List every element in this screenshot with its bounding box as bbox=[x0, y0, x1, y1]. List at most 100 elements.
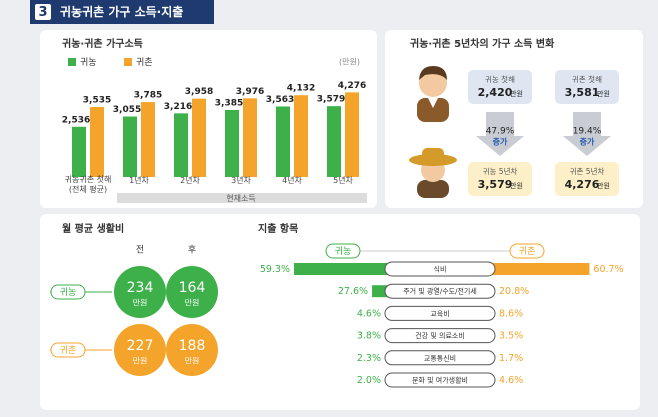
header-title: 귀농귀촌 가구 소득·지출 bbox=[60, 4, 183, 19]
bar bbox=[90, 107, 104, 177]
cost-unit: 만원 bbox=[185, 299, 200, 308]
value-label: 2.3% bbox=[357, 353, 381, 364]
value-label: 8.6% bbox=[499, 308, 523, 319]
category-box bbox=[384, 305, 496, 321]
value-label: 3,958 bbox=[185, 87, 213, 97]
category-label: 교육비 bbox=[430, 309, 449, 318]
value-label: 4,276 bbox=[338, 81, 366, 91]
value-label: 3.8% bbox=[357, 331, 381, 342]
income-box bbox=[555, 70, 619, 104]
bar bbox=[243, 98, 257, 177]
value-label: 3,579 bbox=[317, 95, 345, 105]
x-tick-label: 귀농귀촌 첫해 (전체 평균) bbox=[64, 175, 112, 194]
value-label: 4,132 bbox=[287, 84, 315, 94]
chart-title: 지출 항목 bbox=[258, 222, 298, 235]
change-rate: 47.9% bbox=[486, 127, 515, 137]
income-box bbox=[468, 162, 532, 196]
bar bbox=[294, 95, 308, 177]
income-unit: 만원 bbox=[510, 89, 523, 98]
change-note: 증가 bbox=[493, 137, 508, 147]
value-label: 2,536 bbox=[62, 115, 90, 125]
value-circle bbox=[166, 266, 218, 318]
row-label: 귀촌 bbox=[60, 345, 77, 356]
category-box bbox=[384, 350, 496, 366]
bar bbox=[174, 113, 188, 177]
value-circle bbox=[166, 324, 218, 376]
bar bbox=[72, 126, 86, 177]
value-label: 3,563 bbox=[266, 95, 294, 105]
section-title: 월 평균 생활비 bbox=[62, 222, 124, 235]
value-label: 20.8% bbox=[499, 286, 529, 297]
column-header: 전 bbox=[136, 245, 144, 256]
income-amount: 3,579 bbox=[478, 178, 513, 191]
income-label: 귀농 첫해 bbox=[485, 74, 515, 84]
column-header: 후 bbox=[188, 245, 196, 256]
category-box bbox=[384, 372, 496, 388]
row-pill bbox=[50, 284, 86, 300]
value-label: 3,216 bbox=[164, 102, 192, 112]
legend-label: 귀농 bbox=[80, 57, 97, 68]
legend-label: 귀농 bbox=[335, 246, 352, 257]
income-label: 귀촌 5년차 bbox=[570, 166, 605, 176]
category-label: 건강 및 의료소비 bbox=[415, 331, 465, 340]
change-rate: 19.4% bbox=[573, 127, 602, 137]
value-label: 59.3% bbox=[260, 264, 290, 275]
legend-swatch bbox=[124, 58, 132, 66]
cost-value: 188 bbox=[179, 338, 206, 354]
value-label: 3,055 bbox=[113, 105, 141, 115]
legend-label: 귀촌 bbox=[136, 57, 153, 68]
income-amount: 4,276 bbox=[565, 178, 600, 191]
category-label: 문화 및 여가생활비 bbox=[412, 376, 468, 385]
legend-pill bbox=[509, 243, 545, 259]
cost-value: 164 bbox=[179, 280, 206, 296]
bar bbox=[327, 106, 341, 177]
legend-pill bbox=[325, 243, 361, 259]
x-tick-label: 1년차 bbox=[129, 176, 149, 185]
x-tick-label: 3년차 bbox=[231, 176, 251, 185]
value-circle bbox=[114, 266, 166, 318]
value-label: 4.6% bbox=[357, 308, 381, 319]
row-label: 귀농 bbox=[60, 287, 77, 298]
cost-value: 227 bbox=[127, 338, 154, 354]
value-label: 27.6% bbox=[338, 286, 368, 297]
x-tick-label: 5년차 bbox=[333, 176, 353, 185]
income-unit: 만원 bbox=[597, 181, 610, 190]
income-label: 귀촌 첫해 bbox=[572, 74, 602, 84]
header-number: 3 bbox=[38, 5, 47, 20]
category-label: 교통통신비 bbox=[424, 353, 456, 362]
value-label: 60.7% bbox=[593, 264, 623, 275]
cost-unit: 만원 bbox=[133, 299, 148, 308]
value-label: 3,385 bbox=[215, 99, 243, 109]
value-label: 2.0% bbox=[357, 375, 381, 386]
chart-title: 귀농·귀촌 가구소득 bbox=[62, 37, 143, 50]
category-box bbox=[384, 261, 496, 277]
value-circle bbox=[114, 324, 166, 376]
category-label: 주거 및 광열/수도/전기세 bbox=[403, 287, 477, 296]
category-label: 식비 bbox=[434, 265, 447, 274]
header-bar bbox=[30, 0, 214, 24]
value-label: 3,976 bbox=[236, 87, 264, 97]
income-amount: 3,581 bbox=[565, 86, 600, 99]
income-amount: 2,420 bbox=[478, 86, 513, 99]
income-unit: 만원 bbox=[597, 89, 610, 98]
value-label: 3,535 bbox=[83, 96, 111, 106]
x-tick-label: 4년차 bbox=[282, 176, 302, 185]
legend-label: 귀촌 bbox=[519, 246, 536, 257]
arrow bbox=[476, 112, 524, 156]
bar bbox=[123, 116, 137, 177]
value-label: 1.7% bbox=[499, 353, 523, 364]
value-label: 3.5% bbox=[499, 331, 523, 342]
bar bbox=[345, 92, 359, 177]
income-box bbox=[555, 162, 619, 196]
value-label: 4.6% bbox=[499, 375, 523, 386]
bar bbox=[192, 98, 206, 177]
income-unit: 만원 bbox=[510, 181, 523, 190]
bar bbox=[141, 102, 155, 177]
cost-unit: 만원 bbox=[185, 357, 200, 366]
legend-swatch bbox=[68, 58, 76, 66]
row-pill bbox=[50, 342, 86, 358]
unit: (만원) bbox=[339, 58, 360, 67]
group-band bbox=[117, 193, 367, 203]
